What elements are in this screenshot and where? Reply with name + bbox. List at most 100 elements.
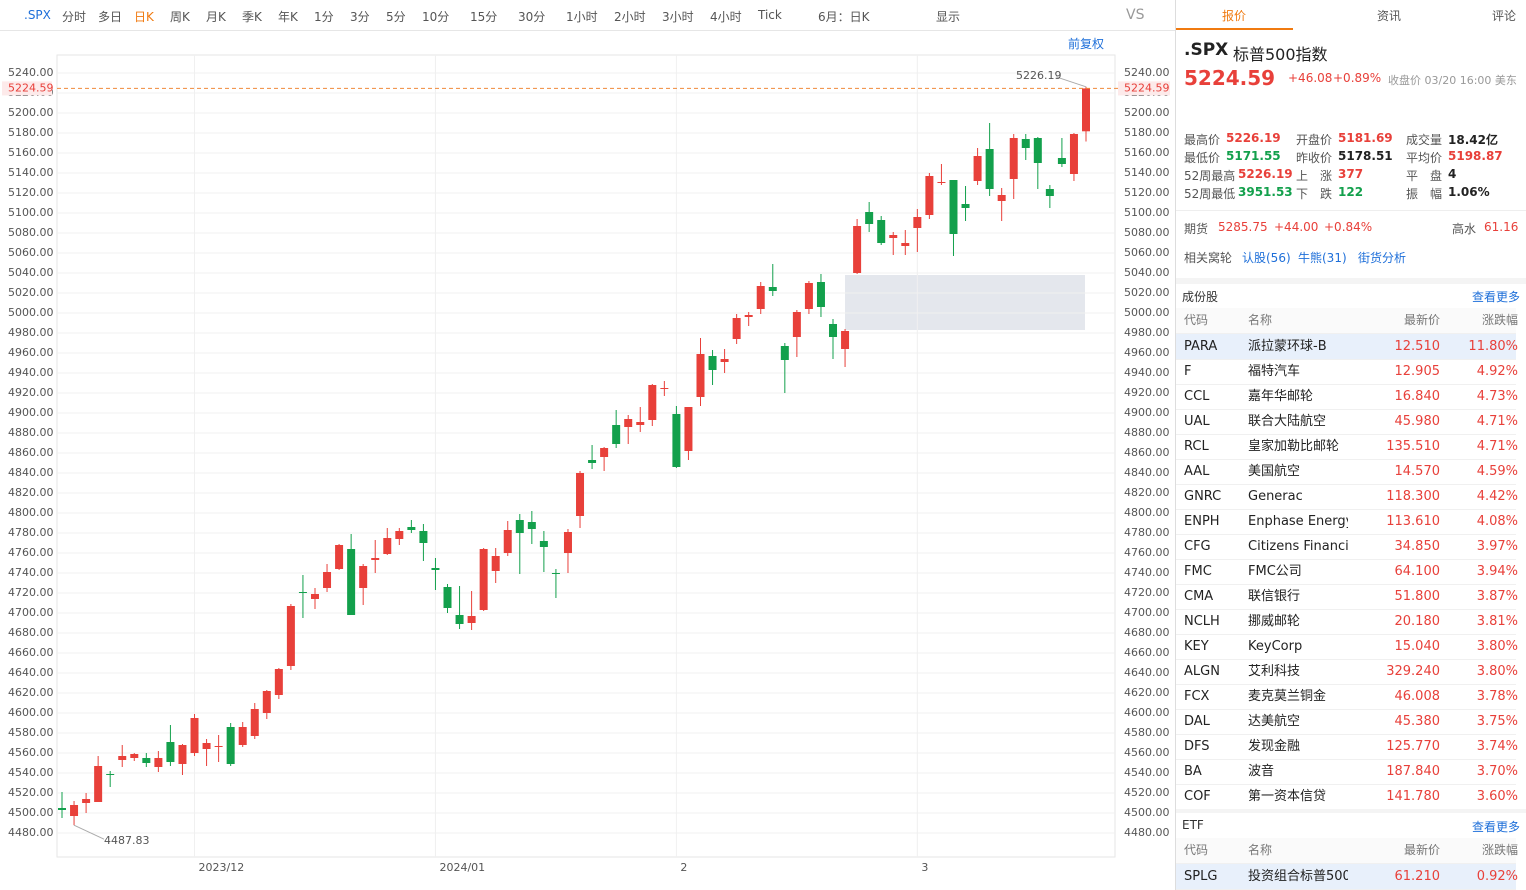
table-cell: 12.510 <box>1394 339 1441 354</box>
table-cell: 联合大陆航空 <box>1248 414 1327 429</box>
change-pct: +0.89% <box>1333 71 1382 85</box>
timeframe-tab[interactable]: 多日 <box>98 10 123 24</box>
table-header: 代码 名称 最新价 涨跌幅 <box>1176 308 1518 334</box>
candle-body <box>720 359 729 362</box>
candle-body <box>841 331 850 349</box>
candle-body <box>515 520 524 533</box>
table-row[interactable]: SPLG 投资组合标普500指 61.210 0.92% <box>1176 864 1518 890</box>
candle-body <box>1033 138 1042 163</box>
table-cell: 329.240 <box>1386 664 1440 679</box>
vs-button[interactable]: VS <box>1126 7 1145 23</box>
quote-panel: 报价 资讯 评论 .SPX 标普500指数 5224.59 +46.08 +0.89% 收盘价 … <box>1175 0 1526 890</box>
timeframe-tab[interactable]: 1小时 <box>566 10 598 24</box>
panel-tab[interactable]: 报价 <box>1222 9 1247 23</box>
column-header: 名称 <box>1248 843 1273 857</box>
y-tick-label-right: 4880.00 <box>1124 426 1170 439</box>
timeframe-tab[interactable]: 4小时 <box>710 10 742 24</box>
table-cell: Generac <box>1248 489 1303 504</box>
y-tick-label-right: 5120.00 <box>1124 186 1170 199</box>
table-cell: 3.60% <box>1476 789 1518 804</box>
table-row[interactable]: DFS 发现金融 125.770 3.74% <box>1176 734 1518 760</box>
table-row[interactable]: NCLH 挪威邮轮 20.180 3.81% <box>1176 609 1518 635</box>
timeframe-tab[interactable]: 2小时 <box>614 10 646 24</box>
timeframe-tab[interactable]: 1分 <box>314 10 334 24</box>
table-row[interactable]: UAL 联合大陆航空 45.980 4.71% <box>1176 409 1518 435</box>
timeframe-tab[interactable]: 10分 <box>422 10 450 24</box>
table-row[interactable]: CMA 联信银行 51.800 3.87% <box>1176 584 1518 610</box>
display-menu[interactable]: 显示 <box>936 10 961 24</box>
timeframe-tab[interactable]: 3分 <box>350 10 370 24</box>
table-row[interactable]: ALGN 艾利科技 329.240 3.80% <box>1176 659 1518 685</box>
table-row[interactable]: DAL 达美航空 45.380 3.75% <box>1176 709 1518 735</box>
table-cell: 挪威邮轮 <box>1248 614 1301 629</box>
candle-body <box>901 243 910 246</box>
premium: 61.16 <box>1484 220 1519 234</box>
timeframe-tab[interactable]: 周K <box>170 10 190 24</box>
table-row[interactable]: GNRC Generac 118.300 4.42% <box>1176 484 1518 510</box>
table-cell: 51.800 <box>1394 589 1441 604</box>
status: 收盘价 03/20 16:00 美东 <box>1388 74 1517 87</box>
table-row[interactable]: KEY KeyCorp 15.040 3.80% <box>1176 634 1518 660</box>
y-tick-label: 4580.00 <box>8 726 54 739</box>
column-header: 最新价 <box>1403 843 1440 857</box>
symbol-tab[interactable]: .SPX <box>24 8 51 22</box>
timeframe-tab[interactable]: 季K <box>242 10 262 24</box>
table-row[interactable]: ENPH Enphase Energy 113.610 4.08% <box>1176 509 1518 535</box>
warrant-link[interactable]: 认股(56) <box>1242 251 1291 265</box>
panel-tab[interactable]: 评论 <box>1492 9 1517 23</box>
table-row[interactable]: RCL 皇家加勒比邮轮 135.510 4.71% <box>1176 434 1518 460</box>
y-tick-label-right: 4780.00 <box>1124 526 1170 539</box>
candle-body <box>166 742 175 762</box>
table-cell: 福特汽车 <box>1248 364 1301 379</box>
table-row[interactable]: AAL 美国航空 14.570 4.59% <box>1176 459 1518 485</box>
stat-label: 振 幅 <box>1406 187 1443 201</box>
table-cell: DAL <box>1184 714 1210 729</box>
candle-body <box>588 460 597 463</box>
stat-value: 5198.87 <box>1448 149 1503 163</box>
timeframe-tab[interactable]: 3小时 <box>662 10 694 24</box>
table-cell: 15.040 <box>1394 639 1441 654</box>
candle-body <box>142 758 151 763</box>
timeframe-tab[interactable]: 6月：日K <box>818 10 870 24</box>
section-bg <box>1176 278 1526 284</box>
warrant-link[interactable]: 街货分析 <box>1358 251 1407 265</box>
stat-value: 5171.55 <box>1226 149 1281 163</box>
timeframe-tab[interactable]: 年K <box>278 10 298 24</box>
timeframe-tab[interactable]: 30分 <box>518 10 546 24</box>
table-row[interactable]: COF 第一资本信贷 141.780 3.60% <box>1176 784 1518 810</box>
x-tick-label: 2 <box>680 861 687 874</box>
candle-body <box>58 808 66 810</box>
table-row[interactable]: FCX 麦克莫兰铜金 46.008 3.78% <box>1176 684 1518 710</box>
timeframe-tab[interactable]: Tick <box>758 8 782 22</box>
y-tick-label-right: 5080.00 <box>1124 226 1170 239</box>
table-cell: F <box>1184 364 1192 379</box>
timeframe-tab[interactable]: 月K <box>206 10 226 24</box>
y-tick-label: 4840.00 <box>8 466 54 479</box>
table-cell: 3.87% <box>1476 589 1518 604</box>
table-row[interactable]: CCL 嘉年华邮轮 16.840 4.73% <box>1176 384 1518 410</box>
column-header: 名称 <box>1248 313 1273 327</box>
panel-tab[interactable]: 资讯 <box>1377 9 1402 23</box>
y-tick-label-right: 4660.00 <box>1124 646 1170 659</box>
table-row[interactable]: FMC FMC公司 64.100 3.94% <box>1176 559 1518 585</box>
table-row[interactable]: PARA 派拉蒙环球-B 12.510 11.80% <box>1176 334 1518 360</box>
section-title: ETF <box>1182 818 1204 832</box>
more-link[interactable]: 查看更多 <box>1472 820 1521 834</box>
y-tick-label: 4980.00 <box>8 326 54 339</box>
table-row[interactable]: F 福特汽车 12.905 4.92% <box>1176 359 1518 385</box>
table-row[interactable]: BA 波音 187.840 3.70% <box>1176 759 1518 785</box>
timeframe-tab[interactable]: 5分 <box>386 10 406 24</box>
candle-body <box>696 354 705 397</box>
timeframe-tab[interactable]: 分时 <box>62 10 87 24</box>
timeframe-tab[interactable]: 15分 <box>470 10 498 24</box>
table-row[interactable]: CFG Citizens Financi 34.850 3.97% <box>1176 534 1518 560</box>
adjust-toggle[interactable]: 前复权 <box>1068 37 1105 51</box>
candle-body <box>455 615 464 624</box>
y-tick-label: 4700.00 <box>8 606 54 619</box>
candle-body <box>286 606 295 666</box>
y-tick-label: 4600.00 <box>8 706 54 719</box>
timeframe-tab[interactable]: 日K <box>134 10 154 24</box>
more-link[interactable]: 查看更多 <box>1472 290 1521 304</box>
warrant-link[interactable]: 牛熊(31) <box>1298 251 1347 265</box>
y-tick-label: 5060.00 <box>8 246 54 259</box>
